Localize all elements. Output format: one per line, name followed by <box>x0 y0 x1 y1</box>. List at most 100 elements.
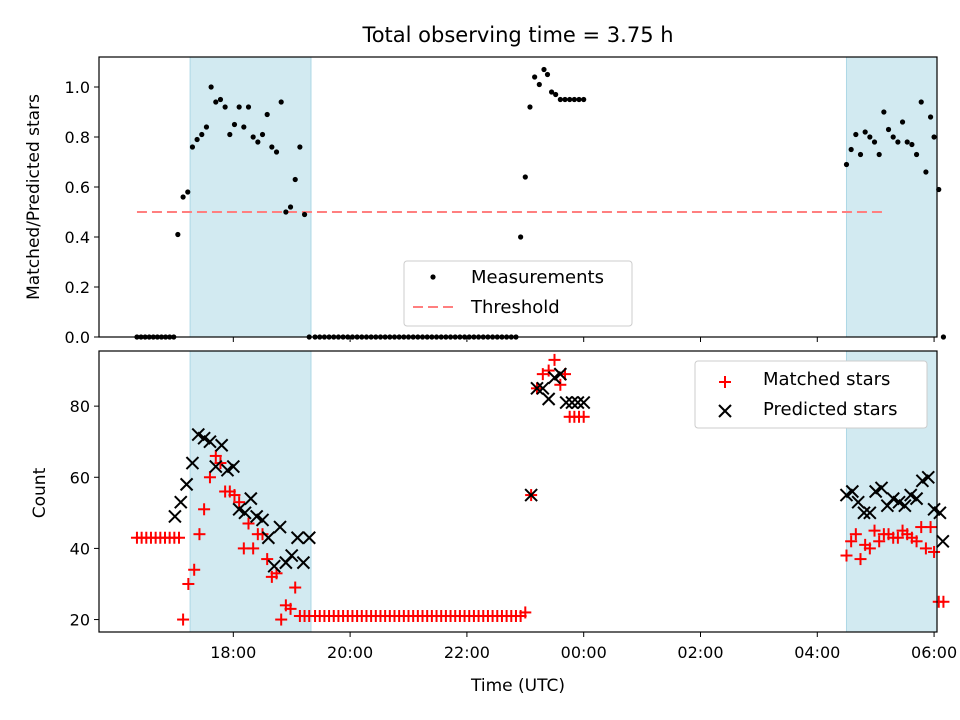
matched-star-marker <box>256 528 269 541</box>
matched-star-marker <box>863 542 876 555</box>
matched-star-marker <box>182 577 195 590</box>
predicted-star-points <box>168 367 950 573</box>
bottom-y-ticks: 20 40 60 80 <box>70 397 99 630</box>
x-tick-label: 00:00 <box>561 643 607 662</box>
measurement-point <box>292 176 298 183</box>
matched-star-marker <box>554 378 567 391</box>
x-tick-label: 22:00 <box>444 643 490 662</box>
predicted-star-marker <box>214 438 229 452</box>
top-x-ticks <box>232 337 935 342</box>
measurement-point <box>180 194 186 200</box>
matched-star-marker <box>928 545 941 558</box>
matched-star-marker <box>275 613 288 626</box>
predicted-star-marker <box>290 531 305 545</box>
matched-star-marker <box>845 535 858 548</box>
matched-star-marker <box>873 535 886 548</box>
matched-star-marker <box>228 489 241 502</box>
predicted-star-marker <box>530 381 544 396</box>
measurement-point <box>931 134 937 140</box>
bottom-legend: Matched stars Predicted stars <box>694 360 928 429</box>
measurement-point <box>885 126 892 133</box>
top-y-tick-label: 0.8 <box>65 128 90 147</box>
predicted-star-marker <box>244 491 258 506</box>
measurement-point <box>904 139 910 145</box>
top-y-tick-label: 0.4 <box>65 228 90 247</box>
measurement-point <box>923 169 929 175</box>
matched-star-marker <box>924 521 937 534</box>
measurement-point <box>518 234 524 240</box>
bottom-axes-frame <box>98 350 938 633</box>
measurement-point <box>269 144 275 150</box>
measurement-point <box>208 84 214 90</box>
measurement-point <box>522 174 528 180</box>
matched-star-marker <box>261 553 274 566</box>
measurement-point <box>259 131 266 138</box>
predicted-star-marker <box>898 499 912 513</box>
measurement-point <box>536 81 542 88</box>
top-y-axis-label: Matched/Predicted stars <box>24 94 44 300</box>
top-y-tick-label: 0.0 <box>65 328 90 347</box>
matched-star-marker <box>849 528 862 541</box>
x-tick-label: 18:00 <box>210 643 256 662</box>
predicted-star-marker <box>524 488 538 502</box>
matched-star-marker <box>910 535 923 548</box>
bottom-legend-box <box>694 360 928 429</box>
predicted-star-marker <box>203 434 217 449</box>
matched-star-marker <box>891 531 904 544</box>
top-y-tick-label: 0.6 <box>65 178 90 197</box>
chart-title: Total observing time = 3.75 h <box>361 23 673 47</box>
legend-measurement-marker <box>430 274 436 280</box>
predicted-star-marker <box>845 484 860 499</box>
predicted-star-marker <box>255 513 270 527</box>
measurement-point <box>927 114 934 120</box>
measurement-point <box>848 146 854 153</box>
measurement-point <box>199 131 205 138</box>
measurement-point <box>217 96 224 103</box>
bottom-y-axis-label: Count <box>30 467 50 518</box>
measurement-point <box>918 99 924 105</box>
measurement-point <box>278 99 284 105</box>
measurement-point <box>527 104 533 110</box>
measurement-point <box>871 139 878 145</box>
measurement-point <box>532 74 538 80</box>
measurement-point <box>203 124 210 130</box>
legend-matched-marker <box>719 376 731 388</box>
bottom-y-tick-label: 20 <box>70 611 90 630</box>
predicted-star-marker <box>302 531 316 545</box>
bottom-y-tick-label: 60 <box>70 468 90 487</box>
measurement-point <box>895 139 901 145</box>
measurement-point <box>881 109 887 115</box>
predicted-star-marker <box>933 506 947 520</box>
measurement-point <box>940 334 947 340</box>
measurement-point <box>264 111 270 118</box>
measurement-point <box>567 96 573 103</box>
matched-star-marker <box>289 581 302 594</box>
matched-star-marker <box>868 524 881 537</box>
matched-star-points <box>130 353 950 626</box>
measurement-point <box>185 189 191 195</box>
matched-star-marker <box>919 542 932 555</box>
predicted-star-marker <box>857 506 871 520</box>
measurement-point <box>557 96 563 103</box>
matched-star-marker <box>519 606 532 619</box>
measurement-point <box>581 96 587 103</box>
matched-star-marker <box>173 531 186 544</box>
matched-star-marker <box>177 613 190 626</box>
matched-star-marker <box>548 353 561 366</box>
legend-predicted-marker <box>718 404 732 418</box>
measurement-point <box>301 211 308 218</box>
measurement-point <box>890 134 896 140</box>
x-tick-label: 04:00 <box>794 643 840 662</box>
measurement-point <box>175 231 181 238</box>
measurement-point <box>250 134 256 140</box>
top-y-tick-label: 1.0 <box>65 78 90 97</box>
matched-star-marker <box>233 496 246 509</box>
predicted-star-marker <box>273 520 287 534</box>
matched-star-marker <box>198 503 211 516</box>
measurement-point <box>222 104 228 110</box>
x-axis-label: Time (UTC) <box>470 676 565 696</box>
measurement-point <box>862 129 868 135</box>
measurement-point <box>541 66 547 73</box>
predicted-star-marker <box>874 481 889 495</box>
